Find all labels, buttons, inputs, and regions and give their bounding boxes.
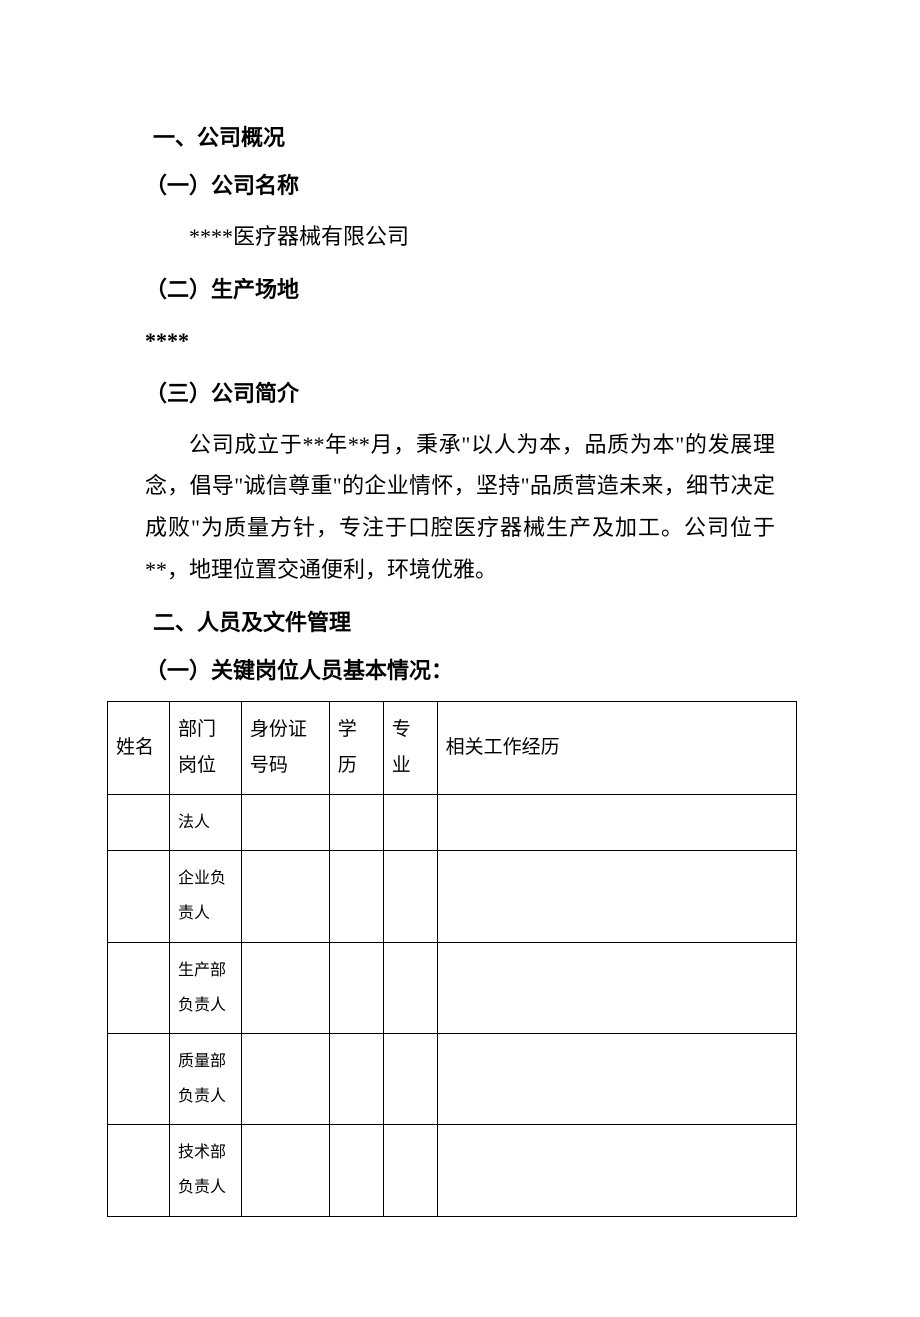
cell-exp [437, 942, 796, 1033]
document-page: 一、公司概况 （一）公司名称 ****医疗器械有限公司 （二）生产场地 ****… [0, 0, 920, 1317]
cell-exp [437, 1033, 796, 1124]
table-row: 生产部负责人 [108, 942, 797, 1033]
cell-dept: 质量部负责人 [169, 1033, 241, 1124]
company-intro-text: 公司成立于**年**月，秉承"以人为本，品质为本"的发展理念，倡导"诚信尊重"的… [145, 424, 775, 591]
cell-major [383, 851, 437, 942]
cell-edu [329, 1125, 383, 1216]
cell-dept: 法人 [169, 794, 241, 850]
section-2-title: 二、人员及文件管理 [145, 605, 775, 637]
col-header-dept: 部门岗位 [169, 701, 241, 794]
personnel-table: 姓名 部门岗位 身份证号码 学历 专业 相关工作经历 法人 企业负责人 生产部负… [107, 701, 797, 1217]
cell-exp [437, 794, 796, 850]
cell-id [241, 794, 329, 850]
table-row: 企业负责人 [108, 851, 797, 942]
section-1-title: 一、公司概况 [145, 120, 775, 152]
col-header-edu: 学历 [329, 701, 383, 794]
cell-edu [329, 1033, 383, 1124]
cell-edu [329, 794, 383, 850]
col-header-name: 姓名 [108, 701, 170, 794]
table-row: 技术部负责人 [108, 1125, 797, 1216]
cell-edu [329, 851, 383, 942]
cell-id [241, 942, 329, 1033]
cell-major [383, 1033, 437, 1124]
table-row: 质量部负责人 [108, 1033, 797, 1124]
section-2-1-title: （一）关键岗位人员基本情况： [145, 653, 775, 685]
cell-exp [437, 851, 796, 942]
cell-exp [437, 1125, 796, 1216]
section-1-1-title: （一）公司名称 [145, 168, 775, 200]
table-header-row: 姓名 部门岗位 身份证号码 学历 专业 相关工作经历 [108, 701, 797, 794]
cell-id [241, 1125, 329, 1216]
cell-dept: 技术部负责人 [169, 1125, 241, 1216]
cell-name [108, 942, 170, 1033]
section-1-2-title: （二）生产场地 [145, 272, 775, 304]
table-row: 法人 [108, 794, 797, 850]
cell-id [241, 851, 329, 942]
cell-dept: 企业负责人 [169, 851, 241, 942]
cell-major [383, 1125, 437, 1216]
company-name-text: ****医疗器械有限公司 [145, 216, 775, 258]
cell-dept: 生产部负责人 [169, 942, 241, 1033]
cell-major [383, 942, 437, 1033]
cell-name [108, 1033, 170, 1124]
cell-name [108, 1125, 170, 1216]
cell-name [108, 794, 170, 850]
cell-id [241, 1033, 329, 1124]
col-header-major: 专业 [383, 701, 437, 794]
production-site-text: **** [145, 320, 775, 362]
section-1-3-title: （三）公司简介 [145, 376, 775, 408]
cell-major [383, 794, 437, 850]
col-header-exp: 相关工作经历 [437, 701, 796, 794]
cell-edu [329, 942, 383, 1033]
cell-name [108, 851, 170, 942]
col-header-id: 身份证号码 [241, 701, 329, 794]
